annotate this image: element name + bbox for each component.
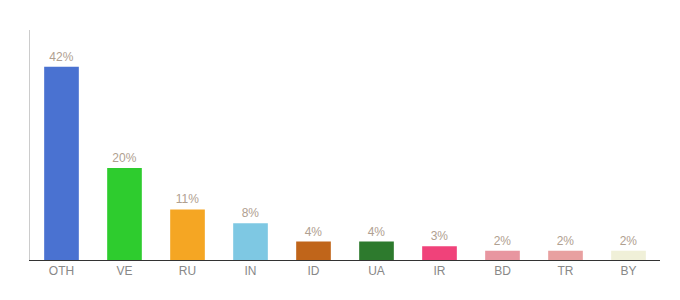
svg-text:20%: 20% bbox=[112, 151, 136, 165]
svg-text:IN: IN bbox=[245, 264, 257, 278]
svg-text:RU: RU bbox=[179, 264, 196, 278]
svg-text:BD: BD bbox=[494, 264, 511, 278]
svg-text:VE: VE bbox=[116, 264, 132, 278]
svg-text:4%: 4% bbox=[368, 225, 386, 239]
svg-text:2%: 2% bbox=[557, 234, 575, 248]
svg-text:TR: TR bbox=[558, 264, 574, 278]
svg-text:ID: ID bbox=[308, 264, 320, 278]
svg-text:11%: 11% bbox=[176, 192, 199, 206]
svg-text:BY: BY bbox=[620, 264, 636, 278]
svg-text:42%: 42% bbox=[49, 50, 73, 64]
svg-text:4%: 4% bbox=[305, 225, 323, 239]
svg-text:2%: 2% bbox=[494, 234, 512, 248]
svg-text:IR: IR bbox=[434, 264, 446, 278]
svg-text:UA: UA bbox=[368, 264, 385, 278]
svg-text:OTH: OTH bbox=[49, 264, 74, 278]
svg-text:8%: 8% bbox=[242, 206, 260, 220]
svg-text:3%: 3% bbox=[431, 229, 449, 243]
svg-text:2%: 2% bbox=[620, 234, 638, 248]
